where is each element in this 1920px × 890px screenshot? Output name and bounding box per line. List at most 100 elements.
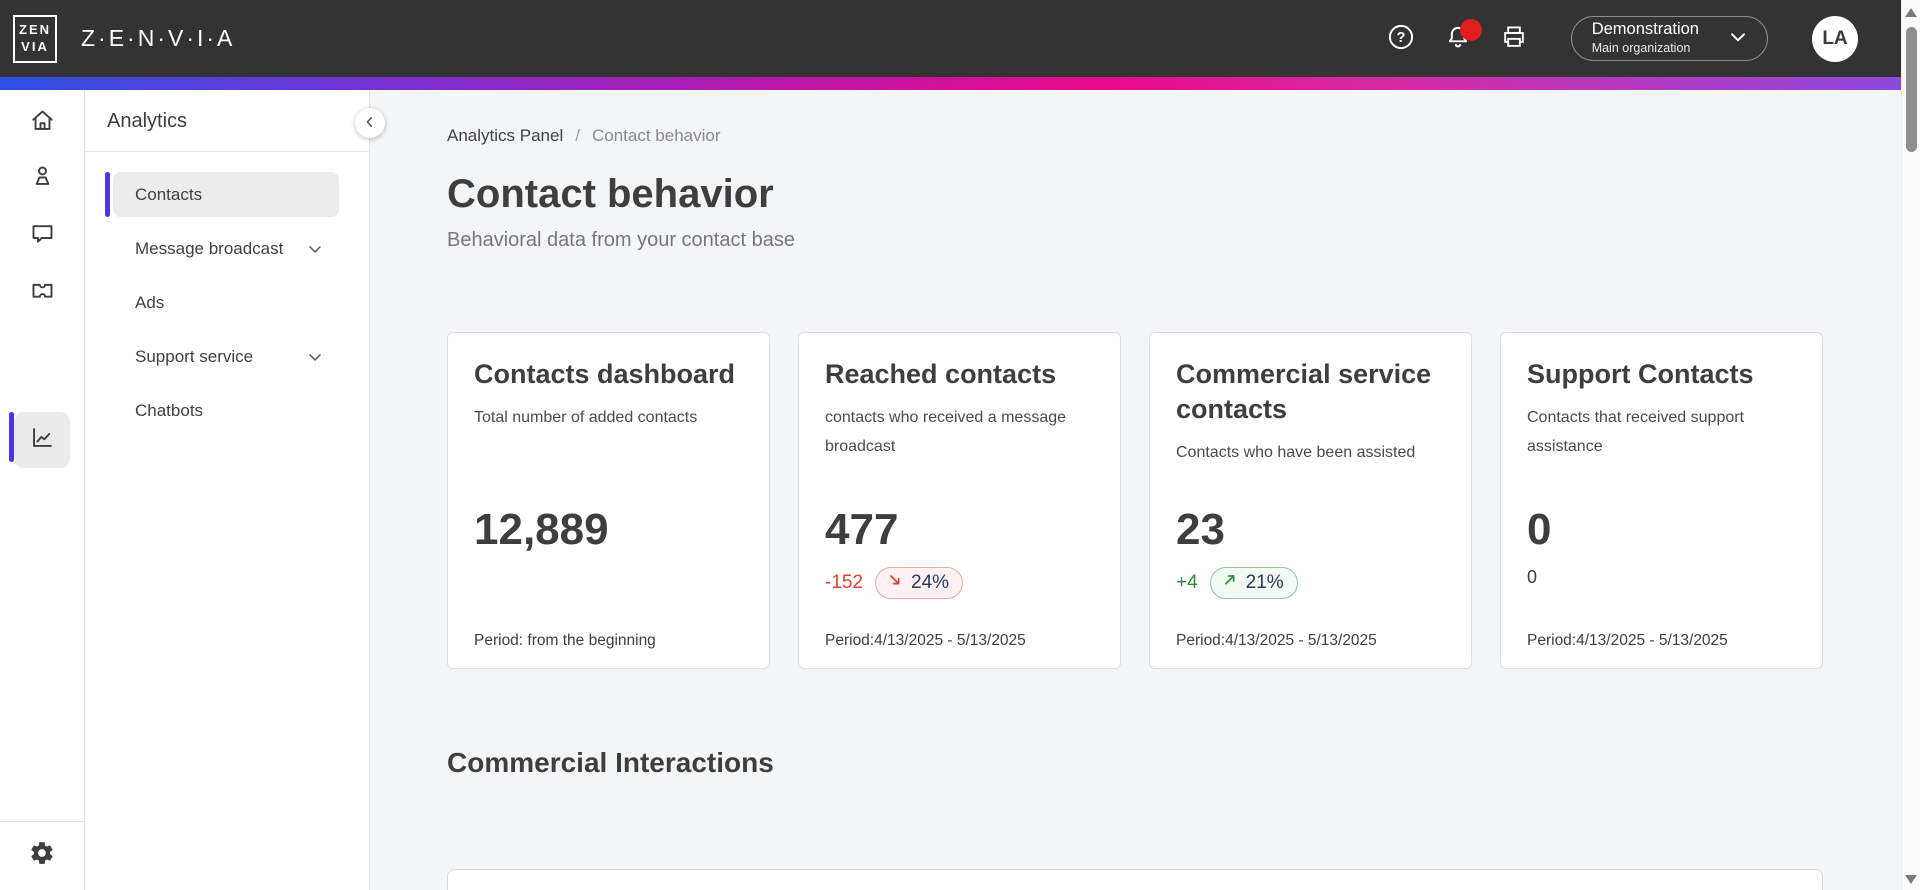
- chevron-down-icon: [1725, 24, 1751, 53]
- card-support-contacts: Support Contacts Contacts that received …: [1500, 332, 1823, 669]
- chevron-down-icon: [305, 239, 325, 259]
- trend-up-arrow-icon: [1221, 571, 1239, 595]
- main-content: Analytics Panel / Contact behavior Conta…: [370, 90, 1901, 890]
- page-title: Contact behavior: [447, 172, 774, 216]
- analytics-sidebar: Analytics Contacts Message broadcast Ads…: [85, 90, 370, 890]
- sidebar-item-label: Support service: [135, 346, 254, 366]
- sidebar-item-chatbots[interactable]: Chatbots: [113, 388, 339, 433]
- card-period: Period:4/13/2025 - 5/13/2025: [1527, 632, 1728, 649]
- rail-item-tickets[interactable]: [14, 265, 70, 321]
- rail-divider: [0, 821, 84, 822]
- sidebar-item-label: Contacts: [135, 184, 203, 204]
- card-value: 0: [1527, 505, 1552, 554]
- stat-cards-row: Contacts dashboard Total number of added…: [447, 332, 1901, 669]
- organization-labels: Demonstration Main organization: [1592, 20, 1699, 56]
- printer-icon: [1500, 23, 1528, 54]
- avatar-initials: LA: [1822, 27, 1848, 49]
- delta-value: -152: [825, 572, 864, 593]
- contacts-person-icon: [29, 163, 56, 195]
- settings-gear-icon: [29, 840, 55, 871]
- card-title: Support Contacts: [1527, 359, 1754, 389]
- card-reached-contacts: Reached contacts contacts who received a…: [798, 332, 1121, 669]
- sidebar-item-message-broadcast[interactable]: Message broadcast: [113, 226, 339, 271]
- card-title: Commercial service contacts: [1176, 359, 1432, 425]
- secondary-value: 0: [1527, 567, 1538, 587]
- trend-percent: 24%: [911, 572, 950, 593]
- organization-switcher[interactable]: Demonstration Main organization: [1570, 16, 1768, 61]
- card-title: Reached contacts: [825, 359, 1057, 389]
- sidebar-item-contacts[interactable]: Contacts: [105, 172, 339, 217]
- sidebar-item-ads[interactable]: Ads: [113, 280, 339, 325]
- card-period: Period: from the beginning: [474, 632, 656, 649]
- card-commercial-service-contacts: Commercial service contacts Contacts who…: [1149, 332, 1472, 669]
- card-value: 477: [825, 505, 899, 554]
- zenvia-logo-icon: ZEN VIA: [13, 14, 57, 63]
- sidebar-item-label: Ads: [135, 292, 165, 312]
- card-subtitle: Contacts who have been assisted: [1176, 444, 1416, 462]
- brand-gradient-bar: [0, 77, 1901, 90]
- card-secondary-row: 0: [1527, 567, 1537, 588]
- rail-item-analytics[interactable]: [14, 412, 70, 468]
- ticket-icon: [29, 277, 56, 309]
- commercial-interactions-card: [447, 869, 1823, 890]
- topbar-actions: ?: [1386, 0, 1882, 77]
- page-subtitle: Behavioral data from your contact base: [447, 229, 795, 251]
- card-contacts-dashboard: Contacts dashboard Total number of added…: [447, 332, 770, 669]
- svg-text:?: ?: [1396, 30, 1405, 46]
- top-navigation-bar: ZEN VIA Z·E·N·V·I·A ?: [0, 0, 1901, 77]
- sidebar-item-label: Chatbots: [135, 400, 204, 420]
- rail-item-home[interactable]: [14, 95, 70, 151]
- card-period: Period:4/13/2025 - 5/13/2025: [825, 632, 1026, 649]
- section-title-commercial-interactions: Commercial Interactions: [447, 747, 774, 778]
- organization-name: Demonstration: [1591, 20, 1699, 39]
- vertical-scrollbar[interactable]: [1901, 0, 1920, 890]
- logo-text-top: ZEN: [19, 22, 51, 38]
- card-title: Contacts dashboard: [474, 359, 736, 389]
- unread-notifications-badge: [1459, 18, 1482, 41]
- home-icon: [29, 107, 56, 139]
- scrollbar-up-arrow[interactable]: [1905, 8, 1917, 17]
- scrollbar-thumb[interactable]: [1905, 27, 1917, 152]
- rail-item-contacts[interactable]: [14, 151, 70, 207]
- app-icon-rail: [0, 90, 85, 890]
- breadcrumb-current: Contact behavior: [591, 126, 721, 145]
- organization-subtitle: Main organization: [1591, 41, 1691, 56]
- card-subtitle: Contacts that received support assistanc…: [1527, 409, 1745, 455]
- sidebar-collapse-button[interactable]: [355, 108, 385, 138]
- brand-wordmark: Z·E·N·V·I·A: [81, 25, 236, 51]
- print-button[interactable]: [1499, 24, 1529, 54]
- rail-item-settings[interactable]: [14, 827, 70, 883]
- sidebar-item-support-service[interactable]: Support service: [113, 334, 339, 379]
- chevron-down-icon: [305, 347, 325, 367]
- breadcrumb-analytics-panel[interactable]: Analytics Panel: [447, 126, 564, 145]
- card-subtitle: Total number of added contacts: [474, 409, 698, 427]
- notifications-button[interactable]: [1443, 18, 1482, 54]
- trend-badge-up: 21%: [1209, 567, 1298, 599]
- sidebar-menu: Contacts Message broadcast Ads Support s…: [85, 152, 369, 433]
- sidebar-title: Analytics: [107, 110, 188, 132]
- card-subtitle: contacts who received a message broadcas…: [825, 409, 1067, 455]
- trend-percent: 21%: [1245, 572, 1284, 593]
- analytics-chart-icon: [29, 424, 56, 456]
- help-button[interactable]: ?: [1386, 24, 1416, 54]
- card-trend-row: -152 24%: [825, 567, 964, 599]
- card-trend-row: +4 21%: [1176, 567, 1298, 599]
- rail-item-conversations[interactable]: [14, 208, 70, 264]
- logo-text-bottom: VIA: [21, 38, 49, 54]
- card-value: 23: [1176, 505, 1225, 554]
- breadcrumb-separator: /: [575, 126, 580, 145]
- scrollbar-down-arrow[interactable]: [1905, 875, 1917, 884]
- trend-badge-down: 24%: [875, 567, 964, 599]
- breadcrumb: Analytics Panel / Contact behavior: [447, 126, 1901, 146]
- delta-value: +4: [1176, 572, 1198, 593]
- help-icon: ?: [1387, 23, 1415, 54]
- chevron-left-icon: [360, 112, 380, 135]
- sidebar-divider: [85, 151, 369, 152]
- card-value: 12,889: [474, 505, 609, 554]
- user-avatar[interactable]: LA: [1812, 15, 1858, 62]
- conversations-chat-icon: [29, 220, 56, 252]
- trend-down-arrow-icon: [886, 571, 904, 595]
- active-rail-indicator: [9, 412, 14, 462]
- card-period: Period:4/13/2025 - 5/13/2025: [1176, 632, 1377, 649]
